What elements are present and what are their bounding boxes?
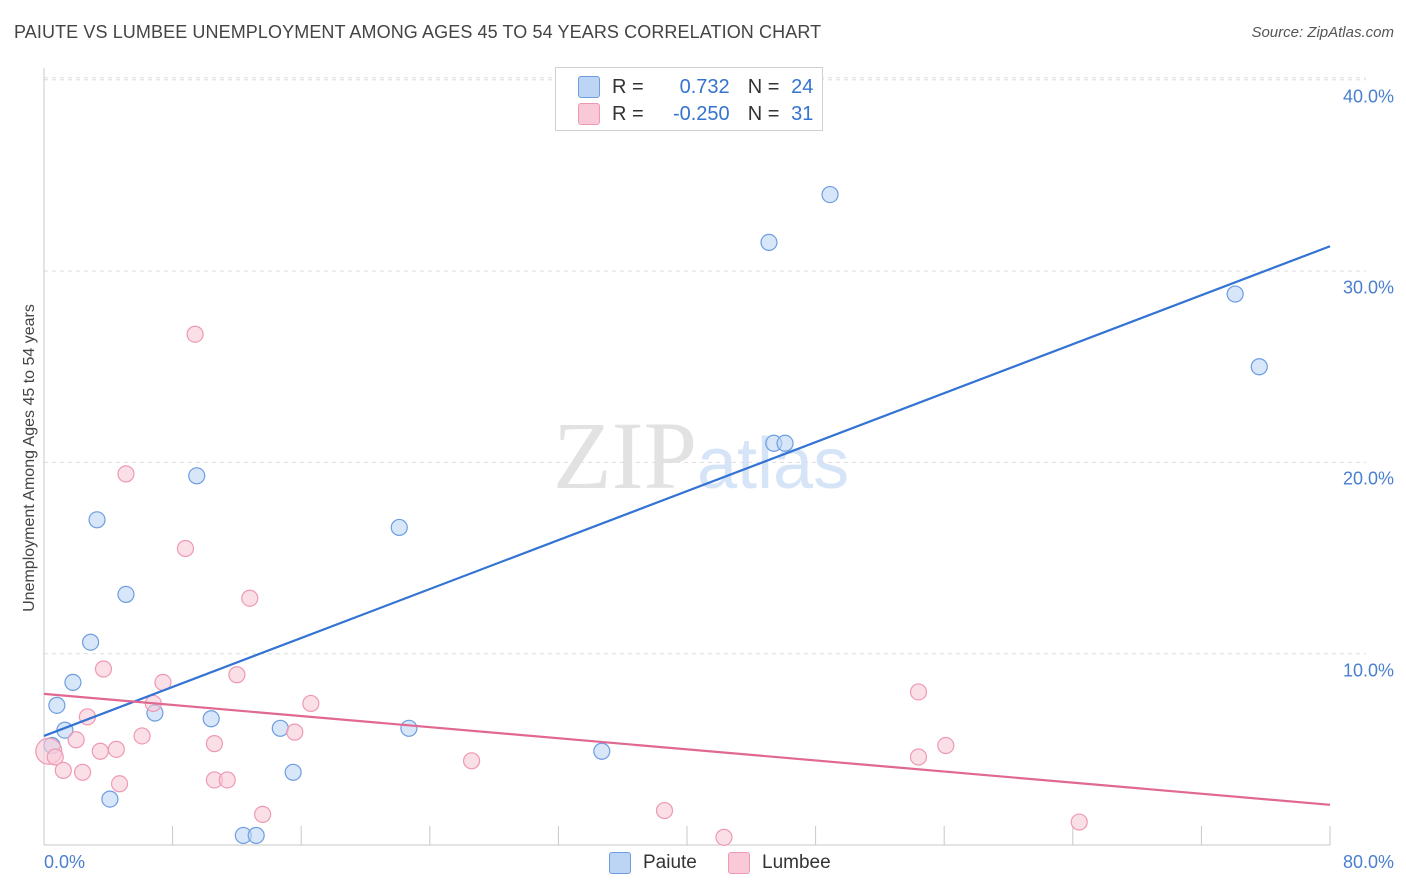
legend-row-lumbee: R = -0.250 N = 31 [578,101,813,127]
y-tick-label-30: 30.0% [1342,277,1394,298]
y-tick-label-40: 40.0% [1342,86,1394,107]
source-label: Source: ZipAtlas.com [1251,24,1394,41]
legend-r-label: R = [612,102,644,125]
lumbee-point [286,723,304,741]
paiute-point [390,518,408,537]
y-axis-label: Unemployment Among Ages 45 to 54 years [21,304,38,612]
lumbee-point [176,539,195,558]
lumbee-point [909,748,928,766]
lumbee-point [91,742,109,760]
lumbee-point [655,801,674,820]
paiute-point [821,185,839,204]
legend-r-value: -0.250 [672,102,730,125]
lumbee-point [254,805,272,823]
paiute-point [48,696,66,714]
paiute-swatch [578,76,600,98]
lumbee-point [107,740,125,758]
paiute-point [101,790,119,808]
legend-n-label: N = [747,102,780,125]
lumbee-point [46,748,64,766]
lumbee-point [133,727,151,745]
lumbee-point [228,666,246,684]
x-tick-label-max: 80.0% [1342,852,1394,872]
paiute-point [593,742,611,760]
legend-item-paiute[interactable]: Paiute [609,852,697,874]
paiute-point [117,585,135,603]
y-tick-label-10: 10.0% [1342,660,1394,681]
lumbee-point [186,325,204,343]
paiute-point [82,633,100,651]
paiute-point [776,434,794,452]
lumbee-point [218,771,236,789]
legend-row-paiute: R = 0.732 N = 24 [578,74,813,100]
paiute-point [247,826,265,845]
lumbee-point [205,735,223,753]
lumbee-point [117,465,135,483]
correlation-legend: R = 0.732 N = 24 R = -0.250 N = 31 [555,67,823,131]
lumbee-point [462,752,481,770]
paiute-point [88,511,106,529]
legend-label-paiute: Paiute [643,852,697,873]
lumbee-point [909,683,928,701]
watermark: ZIPatlas [553,400,849,511]
lumbee-point [67,731,85,749]
legend-r-label: R = [612,75,644,98]
lumbee-point [94,660,113,678]
paiute-point [1250,358,1268,376]
x-tick-label-min: 0.0% [44,852,86,872]
lumbee-point [73,763,92,781]
lumbee-point [110,775,129,793]
legend-n-label: N = [747,75,780,98]
paiute-trend-line [43,245,1331,737]
legend-label-lumbee: Lumbee [762,852,831,873]
lumbee-trend-line [43,692,1331,806]
watermark-zip: ZIP [553,402,697,509]
chart-title: PAIUTE VS LUMBEE UNEMPLOYMENT AMONG AGES… [14,22,822,42]
paiute-point [284,763,302,781]
paiute-point [400,719,418,737]
legend-n-value: 31 [791,102,814,125]
y-tick-label-20: 20.0% [1342,468,1394,489]
paiute-point [760,233,778,252]
lumbee-point [715,828,733,846]
legend-item-lumbee[interactable]: Lumbee [728,852,831,874]
lumbee-point [54,761,72,779]
lumbee-point [1070,813,1088,831]
paiute-legend-swatch [609,852,631,874]
lumbee-legend-swatch [728,852,750,874]
lumbee-point [937,736,955,755]
lumbee-point [302,694,320,713]
lumbee-swatch [578,103,600,125]
paiute-point [188,467,206,485]
legend-n-value: 24 [791,75,814,98]
paiute-point [1226,285,1244,303]
legend-r-value: 0.732 [679,75,730,98]
lumbee-point [241,589,259,607]
paiute-point [271,719,289,737]
paiute-point [202,710,220,728]
paiute-point [64,673,82,691]
